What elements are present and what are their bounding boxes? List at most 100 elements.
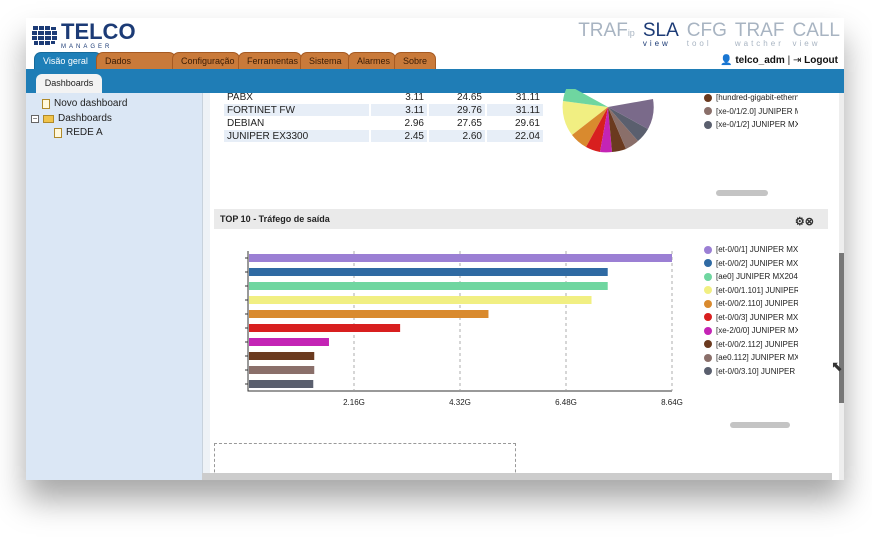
pie-chart[interactable]: [562, 85, 658, 162]
legend-label: [xe-2/0/0] JUNIPER MX: [716, 326, 798, 336]
legend-item[interactable]: [xe-0/1/2.0] JUNIPER M: [704, 105, 798, 119]
legend-item[interactable]: [et-0/0/2] JUNIPER MX2: [704, 257, 798, 271]
main-tabs: Visão geral Dados históricos Configuraçã…: [26, 51, 844, 82]
tree-item-novo-dashboard[interactable]: Novo dashboard: [42, 98, 127, 109]
table-cell: 2.45: [371, 130, 427, 142]
table-cell: DEBIAN: [227, 117, 265, 129]
vertical-scrollbar-thumb[interactable]: [839, 253, 844, 403]
bar[interactable]: [249, 254, 672, 262]
app-callview[interactable]: CALL view: [792, 20, 840, 48]
legend-dot: [704, 353, 712, 362]
legend-item[interactable]: [et-0/0/1.101] JUNIPER: [704, 284, 798, 298]
bar[interactable]: [249, 282, 608, 290]
chart-axes: [247, 251, 672, 392]
app-trafwatcher[interactable]: TRAF watcher: [734, 20, 785, 48]
legend-label: [et-0/0/2] JUNIPER MX2: [716, 258, 798, 268]
bar-chart-svg: 2.16G 4.32G 6.48G 8.64G: [245, 251, 683, 407]
username: telco_adm: [735, 55, 785, 66]
table-cell: FORTINET FW: [224, 104, 369, 116]
app-trafip[interactable]: TRAFip: [578, 20, 635, 41]
x-tick-label: 6.48G: [555, 398, 577, 407]
app-cfgtool[interactable]: CFG tool: [686, 20, 727, 48]
logo-globe-icon: [32, 24, 58, 48]
bar[interactable]: [249, 338, 329, 346]
pie-legend-scrollbar[interactable]: [716, 190, 768, 196]
tab-dados-historicos[interactable]: Dados históricos: [96, 52, 176, 82]
legend-item[interactable]: [et-0/0/1] JUNIPER MX2: [704, 243, 798, 257]
empty-widget-placeholder[interactable]: [214, 443, 516, 480]
legend-item[interactable]: [hundred-gigabit-etherne: [704, 91, 798, 105]
legend-item[interactable]: [et-0/0/3] JUNIPER MX2: [704, 311, 798, 325]
tree-item-label: Novo dashboard: [54, 98, 128, 109]
legend-label: [hundred-gigabit-etherne: [716, 93, 798, 103]
legend-dot: [704, 245, 712, 254]
legend-label: [ae0.112] JUNIPER MX2: [716, 353, 798, 363]
table-row: DEBIAN 2.96 27.65 29.61: [224, 117, 543, 129]
logo-title: TELCO: [61, 19, 136, 44]
tab-sistema[interactable]: Sistema: [300, 52, 350, 69]
pie-legend: [hundred-gigabit-etherne [xe-0/1/2.0] JU…: [704, 91, 798, 132]
bar[interactable]: [249, 296, 592, 304]
tree-item-label: Dashboards: [58, 113, 112, 124]
table-row: JUNIPER EX3300 2.45 2.60 22.04: [224, 130, 543, 142]
tree-item-rede-a[interactable]: REDE A: [54, 127, 103, 138]
table-cell: 2.60: [429, 130, 485, 142]
legend-label: [ae0] JUNIPER MX204 -: [716, 272, 798, 282]
legend-label: [et-0/0/1] JUNIPER MX2: [716, 245, 798, 255]
app-slaview[interactable]: SLA view: [642, 20, 679, 48]
x-tick-label: 8.64G: [661, 398, 683, 407]
legend-dot: [704, 272, 712, 281]
vertical-scrollbar[interactable]: [839, 93, 844, 480]
bar[interactable]: [249, 268, 608, 276]
x-tick-label: 4.32G: [449, 398, 471, 407]
bar-legend-scrollbar[interactable]: [730, 422, 790, 428]
legend-label: [et-0/0/3.10] JUNIPER M: [716, 366, 798, 376]
panel-header: TOP 10 - Tráfego de saída ⚙⊗: [214, 209, 828, 229]
legend-item[interactable]: [et-0/0/2.112] JUNIPER: [704, 338, 798, 352]
table-cell: 31.11: [515, 91, 540, 103]
bar[interactable]: [249, 310, 489, 318]
sidebar-splitter[interactable]: [202, 93, 210, 480]
bar[interactable]: [249, 324, 401, 332]
table-cell: 31.11: [487, 104, 543, 116]
tab-sobre[interactable]: Sobre: [394, 52, 436, 69]
tab-ferramentas[interactable]: Ferramentas: [238, 52, 302, 69]
legend-dot: [704, 93, 712, 102]
legend-dot: [704, 286, 712, 295]
legend-item[interactable]: [ae0] JUNIPER MX204 -: [704, 270, 798, 284]
logout-link[interactable]: Logout: [804, 55, 838, 66]
logo-subtitle: MANAGER: [61, 44, 113, 50]
document-icon: [54, 127, 62, 138]
legend-item[interactable]: [xe-2/0/0] JUNIPER MX: [704, 324, 798, 338]
legend-label: [et-0/0/2.110] JUNIPER: [716, 299, 798, 309]
legend-label: [et-0/0/3] JUNIPER MX2: [716, 312, 798, 322]
tree-item-dashboards[interactable]: − Dashboards: [31, 113, 112, 124]
close-icon[interactable]: ⊗: [804, 216, 814, 228]
table-cell: JUNIPER EX3300: [224, 130, 369, 142]
legend-item[interactable]: [ae0.112] JUNIPER MX2: [704, 351, 798, 365]
bar[interactable]: [249, 380, 314, 388]
table-cell: PABX: [227, 91, 253, 103]
panel-actions: ⚙⊗: [795, 212, 814, 232]
legend-item[interactable]: [et-0/0/3.10] JUNIPER M: [704, 365, 798, 379]
user-separator: |: [787, 55, 791, 66]
x-tick-label: 2.16G: [343, 398, 365, 407]
legend-dot: [704, 340, 712, 349]
tab-visao-geral[interactable]: Visão geral: [34, 52, 102, 69]
horizontal-scrollbar[interactable]: [202, 473, 832, 480]
bar[interactable]: [249, 352, 315, 360]
logout-icon: ⇥: [792, 55, 802, 66]
tab-alarmes[interactable]: Alarmes: [348, 52, 396, 69]
tab-configuracao[interactable]: Configuração: [172, 52, 240, 69]
header: TELCO MANAGER TRAFip SLA view CFG tool T…: [26, 18, 844, 52]
legend-item[interactable]: [xe-0/1/2] JUNIPER MX2: [704, 118, 798, 132]
legend-item[interactable]: [et-0/0/2.110] JUNIPER: [704, 297, 798, 311]
gear-icon[interactable]: ⚙: [794, 216, 805, 228]
legend-dot: [704, 259, 712, 268]
table-row: PABX 3.11 24.65 31.11: [224, 91, 543, 103]
tab-dashboards[interactable]: Dashboards: [36, 74, 102, 93]
collapse-icon[interactable]: −: [31, 113, 39, 123]
telco-manager-logo[interactable]: TELCO MANAGER: [32, 21, 136, 50]
bar[interactable]: [249, 366, 315, 374]
table-cell: 29.76: [429, 104, 485, 116]
